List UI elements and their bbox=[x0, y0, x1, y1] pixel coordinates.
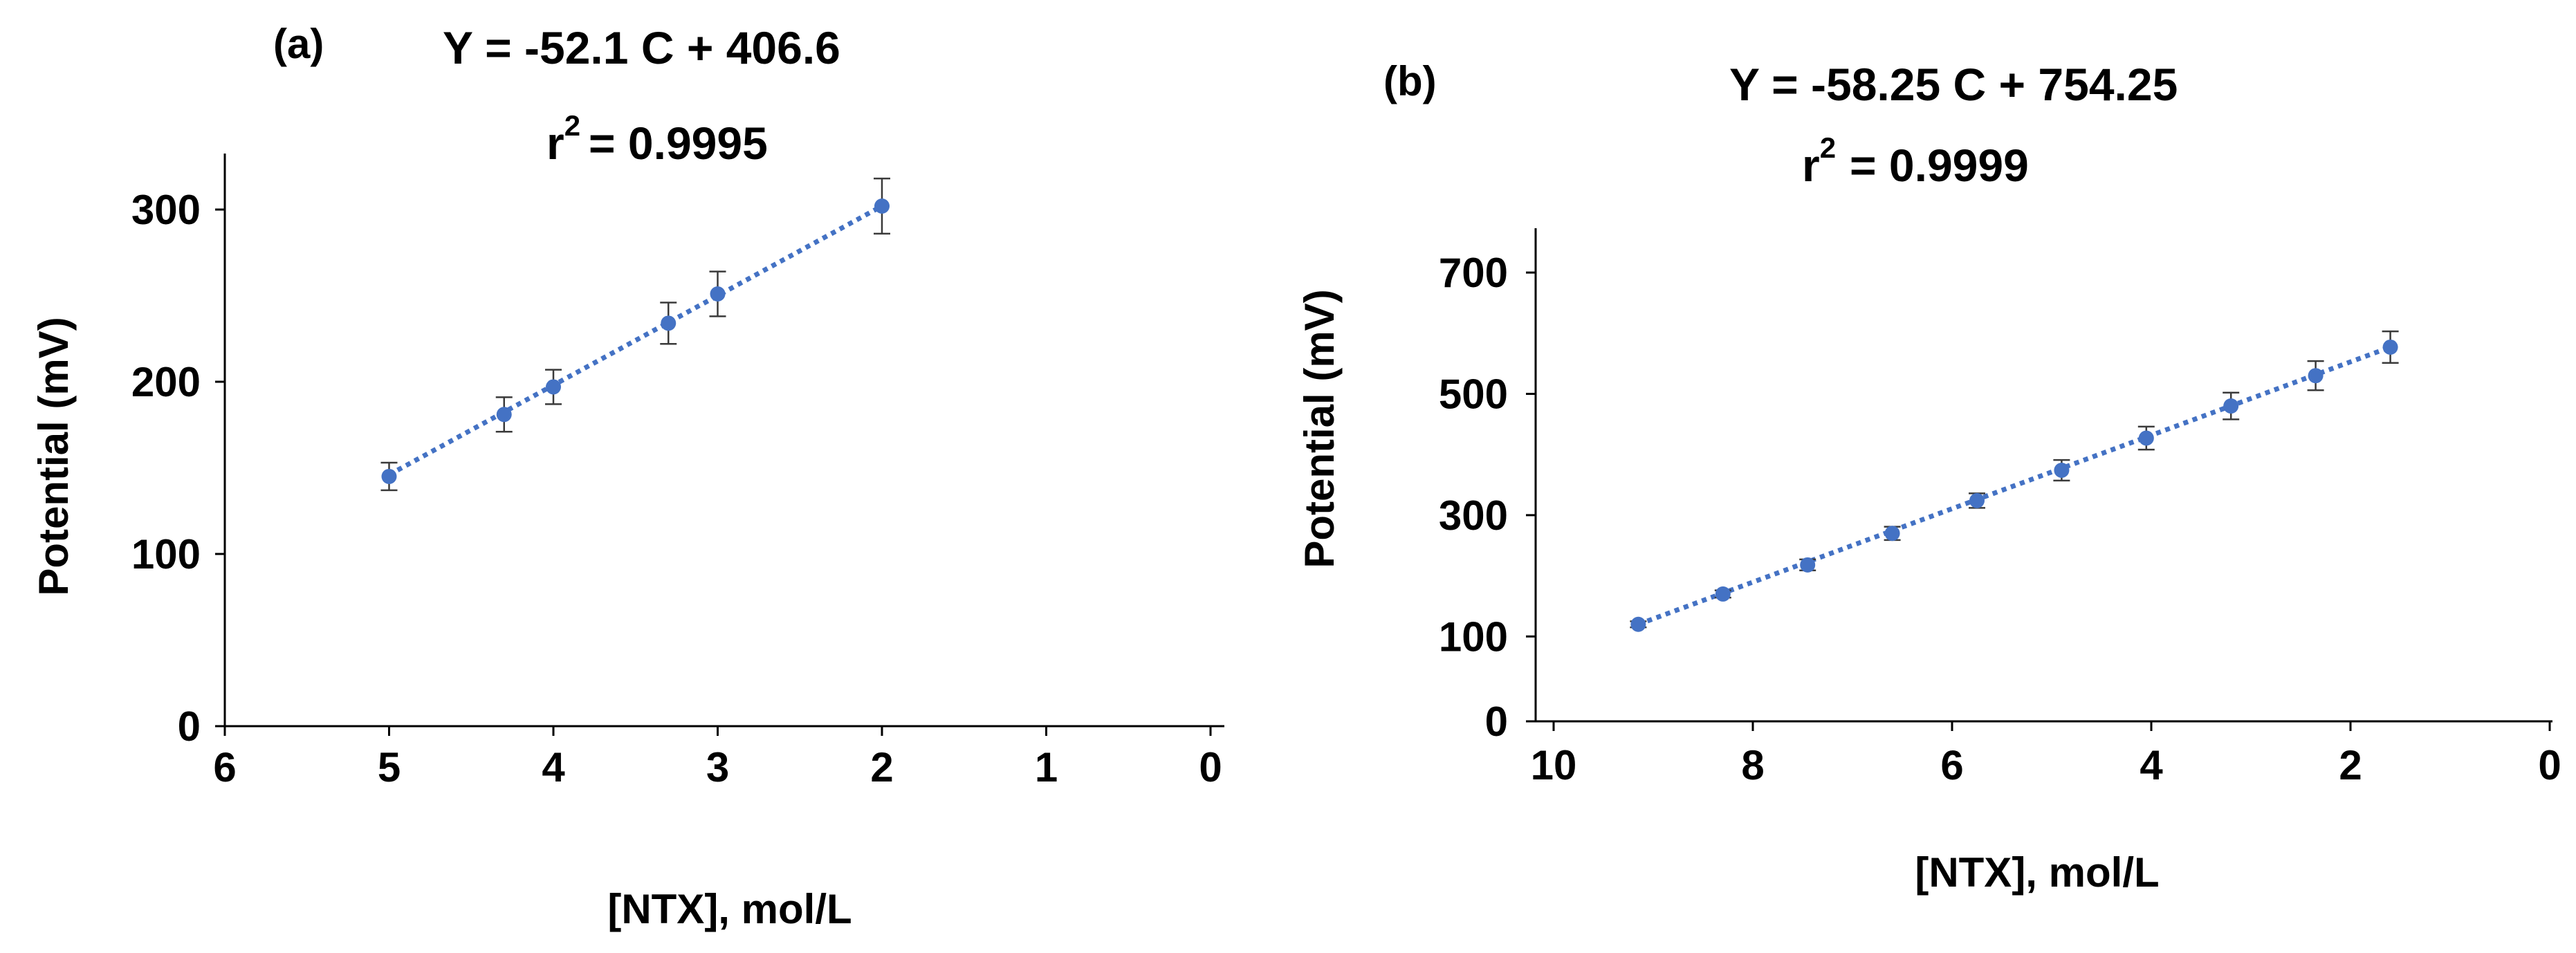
chart-a-x-tick-label: 2 bbox=[870, 744, 893, 790]
chart-a-data-point bbox=[381, 468, 397, 484]
chart-b-equation: Y = -58.25 C + 754.25 bbox=[1729, 59, 2178, 110]
chart-a-equation: Y = -52.1 C + 406.6 bbox=[443, 22, 840, 73]
chart-a-x-tick-label: 1 bbox=[1035, 744, 1058, 790]
chart-a-x-label: [NTX], mol/L bbox=[607, 886, 852, 932]
chart-a-x-tick-label: 6 bbox=[213, 744, 236, 790]
chart-a-data-point bbox=[661, 315, 677, 331]
chart-b-y-tick-label: 0 bbox=[1485, 698, 1508, 745]
chart-a-y-label: Potential (mV) bbox=[30, 317, 77, 595]
chart-b-data-point bbox=[1969, 492, 1985, 508]
chart-a-data-point bbox=[546, 379, 561, 395]
chart-b-r2-value: = 0.9999 bbox=[1850, 140, 2029, 191]
chart-b-x-tick-label: 0 bbox=[2538, 742, 2561, 788]
chart-b-data-point bbox=[2382, 339, 2398, 355]
chart-a-r2-value: = 0.9995 bbox=[589, 118, 768, 169]
chart-a-r2-sup: 2 bbox=[564, 109, 580, 142]
chart-b-trendline bbox=[1637, 344, 2391, 627]
chart-a-data-point bbox=[710, 286, 726, 302]
chart-b-data-point bbox=[2223, 398, 2239, 414]
chart-a-x-tick-label: 5 bbox=[378, 744, 401, 790]
chart-b-x-tick-label: 4 bbox=[2140, 742, 2163, 788]
chart-b-data-point bbox=[1884, 526, 1900, 542]
chart-b-r2: r2 = 0.9999 bbox=[1802, 131, 2029, 191]
chart-b-data-point bbox=[1800, 557, 1816, 573]
chart-b-y-label: Potential (mV) bbox=[1296, 289, 1343, 568]
chart-b-data-point bbox=[2054, 463, 2070, 479]
panel-a-label: (a) bbox=[273, 21, 324, 67]
chart-b-x-tick-label: 6 bbox=[1940, 742, 1963, 788]
chart-b-data-point bbox=[1715, 586, 1731, 602]
chart-a-y-tick-label: 100 bbox=[131, 531, 201, 577]
chart-b: (b) Y = -58.25 C + 754.25 r2 = 0.9999 010… bbox=[1296, 58, 2561, 896]
chart-a-y-tick-label: 200 bbox=[131, 359, 201, 405]
chart-b-x-label: [NTX], mol/L bbox=[1915, 849, 2159, 896]
chart-a-x-tick-label: 0 bbox=[1199, 744, 1222, 790]
chart-a-x-tick-label: 4 bbox=[542, 744, 565, 790]
chart-a: (a) Y = -52.1 C + 406.6 r2 = 0.9995 01002… bbox=[30, 21, 1224, 932]
chart-b-r2-prefix: r bbox=[1802, 140, 1820, 191]
chart-b-data-point bbox=[2308, 368, 2324, 384]
chart-b-r2-sup: 2 bbox=[1820, 131, 1836, 164]
chart-b-data-point bbox=[2138, 430, 2154, 446]
chart-b-data-point bbox=[1630, 616, 1646, 632]
chart-b-x-tick-label: 2 bbox=[2339, 742, 2362, 788]
chart-b-y-tick-label: 100 bbox=[1439, 613, 1508, 660]
chart-a-y-tick-label: 300 bbox=[131, 187, 201, 233]
panel-b-label: (b) bbox=[1383, 58, 1437, 104]
chart-b-x-tick-label: 8 bbox=[1741, 742, 1764, 788]
chart-b-y-tick-label: 700 bbox=[1439, 250, 1508, 296]
chart-b-y-tick-label: 300 bbox=[1439, 492, 1508, 539]
chart-a-r2-prefix: r bbox=[546, 118, 564, 169]
chart-a-data-point bbox=[496, 407, 512, 423]
chart-a-trendline bbox=[387, 203, 883, 477]
chart-b-y-tick-label: 500 bbox=[1439, 371, 1508, 418]
chart-a-r2: r2 = 0.9995 bbox=[546, 109, 768, 169]
chart-a-y-tick-label: 0 bbox=[178, 703, 201, 750]
chart-b-x-tick-label: 10 bbox=[1531, 742, 1577, 788]
chart-a-x-tick-label: 3 bbox=[706, 744, 729, 790]
chart-a-data-point bbox=[874, 198, 890, 214]
